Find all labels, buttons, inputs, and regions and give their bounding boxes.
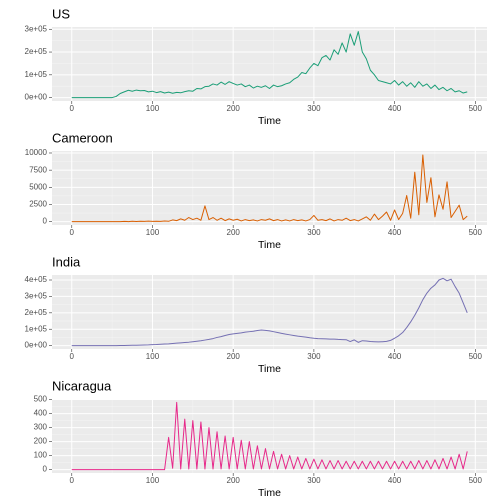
x-axis-label: Time: [258, 487, 281, 499]
x-tick-label: 0: [70, 104, 75, 113]
panel-title: US: [52, 6, 70, 21]
series-line: [71, 154, 468, 223]
y-tick-label: 10000: [25, 148, 48, 157]
panel-background: [52, 275, 487, 349]
x-tick-label: 0: [70, 476, 75, 485]
y-tick-label: 200: [34, 437, 48, 446]
x-axis-label: Time: [258, 239, 281, 251]
x-tick-label: 300: [307, 104, 321, 113]
x-tick-label: 0: [70, 352, 75, 361]
y-tick-label: 500: [34, 395, 48, 404]
y-tick-label: 100: [34, 451, 48, 460]
y-tick-label: 0e+00: [25, 341, 48, 350]
x-tick-label: 200: [227, 352, 241, 361]
y-tick-label: 5000: [29, 182, 47, 191]
series-line: [71, 277, 468, 347]
x-tick-label: 300: [307, 352, 321, 361]
y-tick-label: 1e+05: [25, 70, 48, 79]
x-tick-label: 100: [146, 228, 160, 237]
y-tick-label: 400: [34, 409, 48, 418]
series-line: [71, 31, 468, 99]
panel-title: Nicaragua: [52, 378, 112, 393]
series-line: [71, 401, 468, 471]
y-tick-label: 0: [43, 465, 48, 474]
panel-background: [52, 399, 487, 473]
x-tick-label: 400: [388, 104, 402, 113]
x-axis-label: Time: [258, 115, 281, 127]
y-tick-label: 2e+05: [25, 47, 48, 56]
x-tick-label: 200: [227, 476, 241, 485]
panel-title: Cameroon: [52, 130, 113, 145]
y-tick-label: 3e+05: [25, 292, 48, 301]
x-tick-label: 500: [469, 228, 483, 237]
x-tick-label: 200: [227, 104, 241, 113]
y-tick-label: 300: [34, 423, 48, 432]
x-axis-label: Time: [258, 363, 281, 375]
x-tick-label: 100: [146, 476, 160, 485]
x-tick-label: 500: [469, 104, 483, 113]
y-tick-label: 7500: [29, 165, 47, 174]
y-tick-label: 1e+05: [25, 324, 48, 333]
x-tick-label: 0: [70, 228, 75, 237]
panel-background: [52, 27, 487, 101]
y-tick-label: 2e+05: [25, 308, 48, 317]
x-tick-label: 100: [146, 104, 160, 113]
x-tick-label: 200: [227, 228, 241, 237]
y-tick-label: 2500: [29, 200, 47, 209]
x-tick-label: 100: [146, 352, 160, 361]
x-tick-label: 400: [388, 228, 402, 237]
y-tick-label: 4e+05: [25, 275, 48, 284]
panel-background: [52, 151, 487, 225]
x-tick-label: 300: [307, 476, 321, 485]
y-tick-label: 0e+00: [25, 93, 48, 102]
x-tick-label: 300: [307, 228, 321, 237]
y-tick-label: 3e+05: [25, 24, 48, 33]
panel-title: India: [52, 254, 81, 269]
x-tick-label: 500: [469, 352, 483, 361]
x-tick-label: 500: [469, 476, 483, 485]
x-tick-label: 400: [388, 476, 402, 485]
x-tick-label: 400: [388, 352, 402, 361]
y-tick-label: 0: [43, 217, 48, 226]
